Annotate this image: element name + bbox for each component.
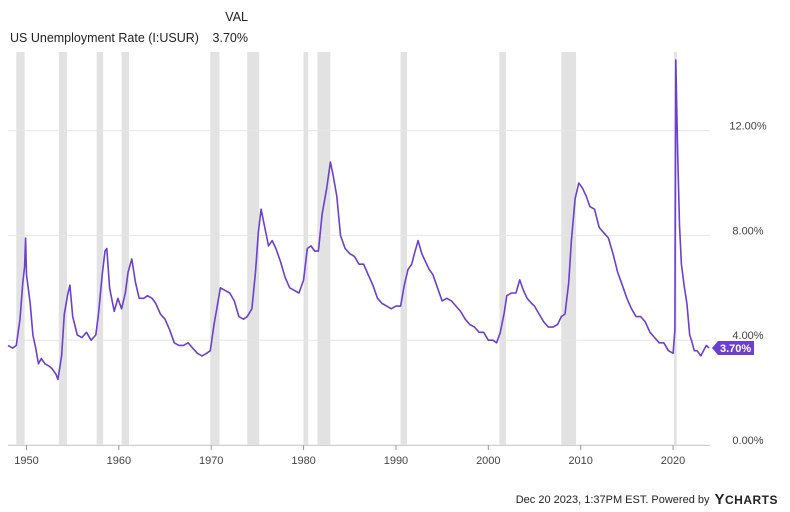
y-tick-label: 4.00% (732, 330, 763, 342)
recession-band (121, 52, 130, 445)
x-tick-label: 1950 (14, 455, 38, 467)
x-tick-label: 1990 (384, 455, 408, 467)
legend-value-header: VAL (225, 10, 248, 24)
recession-band (96, 52, 104, 445)
y-tick-label: 0.00% (732, 435, 763, 447)
x-tick-label: 2000 (476, 455, 500, 467)
y-tick-label: 8.00% (732, 225, 763, 237)
legend-series-name[interactable]: US Unemployment Rate (I:USUR) (10, 31, 199, 45)
last-value-badge: 3.70% (712, 341, 754, 356)
footer-timestamp: Dec 20 2023, 1:37PM EST. (515, 493, 649, 506)
recession-band (303, 52, 309, 445)
recession-band (210, 52, 220, 445)
recession-band (400, 52, 408, 445)
ycharts-logo[interactable]: Y CHARTS (712, 491, 778, 508)
x-tick-label: 2010 (568, 455, 592, 467)
gridlines (8, 130, 710, 446)
footer: Dec 20 2023, 1:37PM EST. Powered by Y CH… (516, 491, 778, 508)
x-tick-label: 1960 (107, 455, 131, 467)
legend-series-value: 3.70% (212, 31, 248, 45)
recession-band (317, 52, 331, 445)
series-line-us-unemployment[interactable] (7, 59, 710, 381)
x-tick-label: 1980 (291, 455, 315, 467)
footer-powered-by: Powered by (651, 493, 710, 506)
x-axis: 1950 1960 1970 1980 1990 2000 2010 2020 (8, 445, 710, 467)
recession-band (58, 52, 68, 445)
y-tick-label: 12.00% (729, 121, 767, 133)
recession-band (247, 52, 260, 445)
recession-bands (16, 52, 677, 445)
ycharts-logo-y: Y (714, 491, 725, 508)
recession-band (561, 52, 577, 445)
x-tick-label: 2020 (661, 455, 685, 467)
y-axis: 0.00% 4.00% 8.00% 12.00% (729, 121, 767, 447)
series-layer[interactable] (7, 59, 710, 381)
recession-band (499, 52, 506, 445)
x-tick-label: 1970 (199, 455, 223, 467)
ycharts-logo-text: CHARTS (725, 492, 778, 507)
last-value-badge-shape (712, 341, 754, 356)
recession-band (16, 52, 25, 445)
last-value-badge-label: 3.70% (720, 343, 751, 355)
